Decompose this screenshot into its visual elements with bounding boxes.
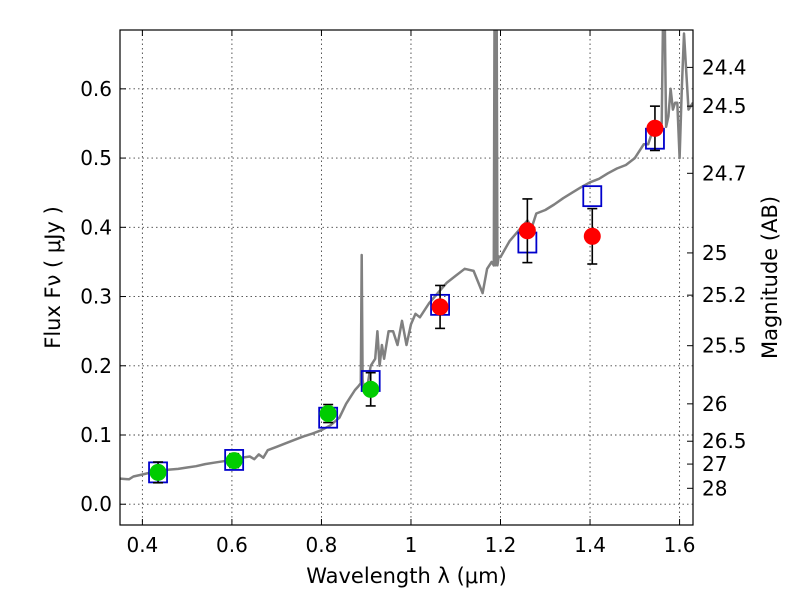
right-tick-label: 25.5 (702, 334, 747, 358)
x-tick-label: 0.6 (216, 533, 248, 557)
x-tick-label: 1.4 (574, 533, 606, 557)
right-tick-label: 27 (702, 452, 727, 476)
model-square-marker (224, 449, 245, 471)
right-tick-label: 26.5 (702, 429, 747, 453)
x-tick-label: 1 (405, 533, 418, 557)
x-axis-title: Wavelength λ (μm) (306, 564, 507, 588)
right-tick-label: 25.2 (702, 283, 747, 307)
y-tick-label: 0.3 (80, 285, 112, 309)
y-tick-label: 0.2 (80, 354, 112, 378)
x-tick-label: 1.2 (485, 533, 517, 557)
y-tick-label: 0.1 (80, 423, 112, 447)
right-tick-label: 26 (702, 392, 727, 416)
grid-lines (120, 30, 693, 525)
x-tick-label: 0.8 (306, 533, 338, 557)
right-tick-label: 24.7 (702, 161, 747, 185)
photometry-point (518, 222, 536, 240)
right-tick-label: 28 (702, 476, 727, 500)
x-tick-label: 0.4 (126, 533, 158, 557)
y-tick-label: 0.0 (80, 492, 112, 516)
photometry-point (646, 119, 664, 137)
photometry-point (431, 298, 449, 316)
plot-frame (119, 29, 694, 526)
right-axis-title: Magnitude (AB) (758, 196, 782, 359)
photometry-point (225, 452, 243, 470)
right-tick-label: 25 (702, 241, 727, 265)
spectrum-line (120, 30, 693, 481)
y-tick-label: 0.4 (80, 215, 112, 239)
plot-area (120, 30, 693, 484)
axes: 0.4 0.6 0.8 1 1.2 1.4 1.6 0.0 0.1 0.2 0.3 0.4 0.5 0.6… (80, 30, 747, 557)
right-tick-label: 24.4 (702, 55, 747, 79)
photometry-point (319, 405, 337, 423)
x-tick-label: 1.6 (664, 533, 696, 557)
photometry-point (362, 380, 380, 398)
y-axis-title: Flux Fν ( μJy ) (41, 206, 65, 349)
photometry-point (583, 227, 601, 245)
right-tick-label: 24.5 (702, 94, 747, 118)
y-tick-label: 0.6 (80, 77, 112, 101)
model-square-marker (582, 185, 603, 208)
photometry-point (149, 463, 167, 481)
y-tick-label: 0.5 (80, 146, 112, 170)
